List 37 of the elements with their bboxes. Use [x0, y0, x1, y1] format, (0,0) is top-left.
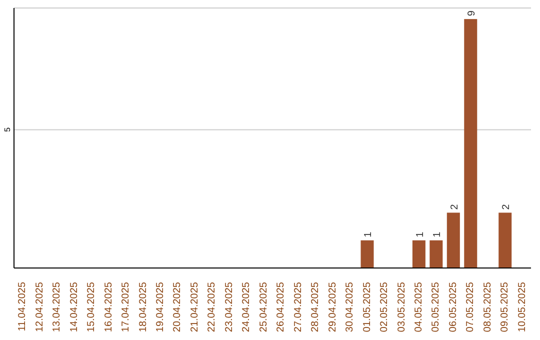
x-tick-label: 14.04.2025	[68, 282, 80, 332]
x-tick-label: 10.05.2025	[516, 282, 528, 332]
x-tick-label: 13.04.2025	[52, 282, 63, 332]
x-tick-label: 30.04.2025	[344, 282, 356, 332]
x-tick-label: 26.04.2025	[276, 282, 287, 332]
x-tick-label: 23.04.2025	[224, 282, 235, 332]
data-label: 2	[449, 204, 460, 210]
x-tick-label: 05.05.2025	[430, 282, 442, 332]
x-tick-label: 03.05.2025	[396, 282, 408, 332]
data-label: 1	[363, 231, 374, 238]
x-tick-label: 12.04.2025	[34, 282, 46, 332]
x-tick-label: 24.04.2025	[241, 282, 252, 332]
x-tick-label: 21.04.2025	[189, 282, 200, 332]
y-tick-label: 5	[3, 126, 12, 132]
x-tick-label: 08.05.2025	[482, 282, 494, 332]
x-tick-label: 25.04.2025	[258, 282, 270, 332]
x-tick-label: 16.04.2025	[103, 282, 114, 332]
x-tick-label: 27.04.2025	[292, 282, 304, 332]
x-tick-label: 01.05.2025	[362, 282, 373, 332]
x-tick-label: 18.04.2025	[138, 282, 149, 332]
data-label: 1	[432, 231, 444, 238]
x-tick-label: 28.04.2025	[310, 282, 322, 332]
x-tick-label: 04.05.2025	[413, 282, 424, 332]
x-tick-label: 06.05.2025	[448, 282, 459, 332]
x-tick-label: 09.05.2025	[500, 282, 511, 332]
data-label: 9	[466, 10, 478, 16]
x-tick-label: 29.04.2025	[327, 282, 338, 332]
x-tick-label: 15.04.2025	[86, 282, 98, 332]
x-tick-label: 02.05.2025	[379, 282, 390, 332]
data-label: 1	[414, 231, 426, 238]
x-tick-label: 19.04.2025	[154, 282, 166, 332]
x-tick-label: 11.04.2025	[17, 282, 28, 332]
x-tick-label: 07.05.2025	[465, 282, 476, 332]
x-tick-label: 20.04.2025	[172, 282, 184, 332]
x-tick-label: 17.04.2025	[120, 282, 132, 332]
data-label: 2	[501, 204, 512, 210]
x-tick-label: 22.04.2025	[206, 282, 218, 332]
